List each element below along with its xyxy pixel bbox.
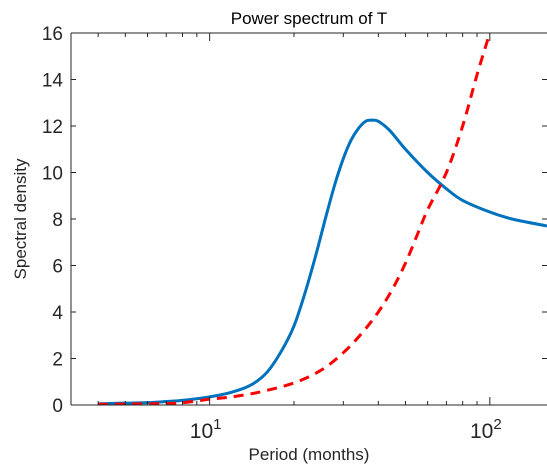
y-tick-label: 10 bbox=[42, 164, 63, 185]
x-tick-label: 102 bbox=[470, 416, 502, 443]
x-tick-exponent: 2 bbox=[493, 416, 501, 433]
x-tick-base: 10 bbox=[470, 420, 493, 443]
y-tick-label: 16 bbox=[42, 24, 63, 45]
y-tick-label: 6 bbox=[52, 257, 63, 278]
plot-area bbox=[71, 33, 547, 405]
x-axis-label: Period (months) bbox=[249, 445, 370, 464]
y-tick-label: 12 bbox=[42, 117, 63, 138]
y-tick-label: 14 bbox=[42, 71, 64, 92]
chart-title: Power spectrum of T bbox=[231, 9, 388, 28]
y-tick-label: 4 bbox=[52, 303, 63, 324]
x-tick-exponent: 1 bbox=[213, 416, 221, 433]
y-axis-label: Spectral density bbox=[11, 158, 30, 279]
y-tick-label: 8 bbox=[52, 210, 63, 231]
y-tick-label: 0 bbox=[52, 396, 63, 417]
y-tick-label: 2 bbox=[52, 350, 63, 371]
x-tick-label: 101 bbox=[190, 416, 222, 443]
x-tick-base: 10 bbox=[190, 420, 213, 443]
